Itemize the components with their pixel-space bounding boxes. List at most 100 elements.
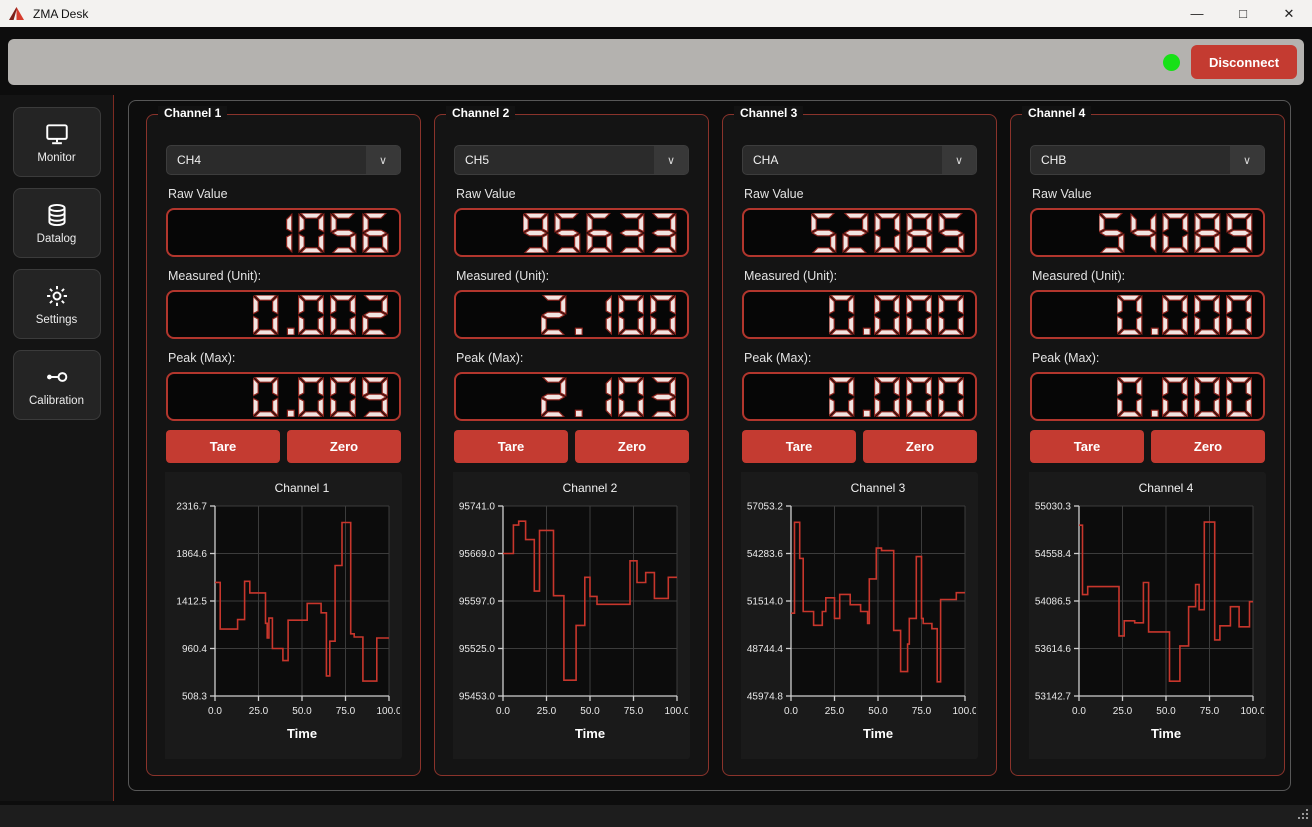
svg-text:50.0: 50.0 <box>580 706 600 717</box>
connection-status-indicator <box>1163 53 1180 71</box>
sidebar-item-monitor[interactable]: Monitor <box>12 107 101 177</box>
app-logo-icon <box>9 7 24 20</box>
channel-4-input-select[interactable]: CHB ∨ <box>1030 145 1265 175</box>
window-controls: — □ ✕ <box>1174 0 1312 27</box>
chevron-down-icon[interactable]: ∨ <box>941 146 976 174</box>
measured-label: Measured (Unit): <box>744 269 838 283</box>
svg-text:48744.4: 48744.4 <box>747 644 784 655</box>
svg-text:50.0: 50.0 <box>292 706 312 717</box>
peak-label: Peak (Max): <box>1032 351 1100 365</box>
svg-text:Channel 1: Channel 1 <box>275 481 330 495</box>
svg-text:75.0: 75.0 <box>912 706 932 717</box>
svg-text:55030.3: 55030.3 <box>1035 502 1072 513</box>
svg-text:0.0: 0.0 <box>1072 706 1086 717</box>
tare-button[interactable]: Tare <box>742 430 856 463</box>
peak-value-display <box>454 372 689 421</box>
tare-button[interactable]: Tare <box>454 430 568 463</box>
window-bottom-strip <box>0 805 1312 827</box>
selected-input-value: CHB <box>1041 153 1067 167</box>
raw-value-label: Raw Value <box>1032 187 1092 201</box>
peak-label: Peak (Max): <box>456 351 524 365</box>
svg-text:25.0: 25.0 <box>1113 706 1133 717</box>
svg-text:Channel 2: Channel 2 <box>563 481 618 495</box>
channel-3-panel: Channel 3 CHA ∨ Raw Value Measured (Unit… <box>722 106 997 776</box>
peak-label: Peak (Max): <box>168 351 236 365</box>
sidebar-item-label: Settings <box>35 314 78 326</box>
svg-text:50.0: 50.0 <box>868 706 888 717</box>
zero-button[interactable]: Zero <box>863 430 977 463</box>
svg-text:75.0: 75.0 <box>624 706 644 717</box>
minimize-button[interactable]: — <box>1190 6 1204 21</box>
svg-text:95669.0: 95669.0 <box>459 549 496 560</box>
channel-2-input-select[interactable]: CH5 ∨ <box>454 145 689 175</box>
channel-2-chart: 95453.0 95525.0 95597.0 95669.0 95741.0 0.0 25… <box>453 472 690 759</box>
raw-value-display <box>1030 208 1265 257</box>
tare-button[interactable]: Tare <box>166 430 280 463</box>
svg-text:25.0: 25.0 <box>537 706 557 717</box>
svg-text:1412.5: 1412.5 <box>176 597 207 608</box>
svg-text:75.0: 75.0 <box>1200 706 1220 717</box>
svg-text:0.0: 0.0 <box>784 706 798 717</box>
svg-text:Channel 4: Channel 4 <box>1139 481 1194 495</box>
raw-value-display <box>166 208 401 257</box>
svg-text:95741.0: 95741.0 <box>459 502 496 513</box>
sidebar-item-label: Calibration <box>29 395 84 407</box>
svg-text:Time: Time <box>287 726 317 741</box>
peak-value-display <box>166 372 401 421</box>
sidebar: Monitor Datalog Settings <box>0 95 114 801</box>
resize-grip[interactable] <box>1297 807 1309 825</box>
raw-value-label: Raw Value <box>456 187 516 201</box>
channel-panel-title: Channel 1 <box>158 106 228 120</box>
zero-button[interactable]: Zero <box>1151 430 1265 463</box>
measured-label: Measured (Unit): <box>1032 269 1126 283</box>
raw-value-display <box>454 208 689 257</box>
svg-text:0.0: 0.0 <box>496 706 510 717</box>
svg-text:53614.6: 53614.6 <box>1035 644 1072 655</box>
svg-text:57053.2: 57053.2 <box>747 502 784 513</box>
channel-1-input-select[interactable]: CH4 ∨ <box>166 145 401 175</box>
svg-text:508.3: 508.3 <box>182 692 207 703</box>
gear-icon <box>44 282 70 310</box>
raw-value-label: Raw Value <box>168 187 228 201</box>
chevron-down-icon[interactable]: ∨ <box>365 146 400 174</box>
disconnect-button[interactable]: Disconnect <box>1191 45 1297 79</box>
svg-text:50.0: 50.0 <box>1156 706 1176 717</box>
svg-text:45974.8: 45974.8 <box>747 692 784 703</box>
sidebar-item-datalog[interactable]: Datalog <box>12 188 101 258</box>
measured-value-display <box>166 290 401 339</box>
channel-1-chart: 508.3 960.4 1412.5 1864.6 2316.7 0.0 25.0 50.0 7… <box>165 472 402 759</box>
svg-text:54283.6: 54283.6 <box>747 549 784 560</box>
svg-text:100.0: 100.0 <box>664 706 688 717</box>
zero-button[interactable]: Zero <box>575 430 689 463</box>
measured-label: Measured (Unit): <box>168 269 262 283</box>
channel-panel-title: Channel 4 <box>1022 106 1092 120</box>
zero-button[interactable]: Zero <box>287 430 401 463</box>
chevron-down-icon[interactable]: ∨ <box>653 146 688 174</box>
selected-input-value: CH4 <box>177 153 202 167</box>
svg-text:25.0: 25.0 <box>249 706 269 717</box>
channel-panel-title: Channel 2 <box>446 106 516 120</box>
raw-value-label: Raw Value <box>744 187 804 201</box>
maximize-button[interactable]: □ <box>1239 6 1247 21</box>
selected-input-value: CH5 <box>465 153 490 167</box>
peak-value-display <box>1030 372 1265 421</box>
chevron-down-icon[interactable]: ∨ <box>1229 146 1264 174</box>
channel-panel-title: Channel 3 <box>734 106 804 120</box>
peak-value-display <box>742 372 977 421</box>
svg-text:Time: Time <box>1151 726 1181 741</box>
tare-button[interactable]: Tare <box>1030 430 1144 463</box>
sidebar-item-calibration[interactable]: Calibration <box>12 350 101 420</box>
svg-text:100.0: 100.0 <box>376 706 400 717</box>
close-button[interactable]: ✕ <box>1283 5 1295 21</box>
svg-text:2316.7: 2316.7 <box>176 502 207 513</box>
channel-2-panel: Channel 2 CH5 ∨ Raw Value Measured (Unit… <box>434 106 709 776</box>
raw-value-display <box>742 208 977 257</box>
app-title: ZMA Desk <box>33 6 89 21</box>
measured-value-display <box>742 290 977 339</box>
monitor-icon <box>44 120 70 148</box>
channel-3-input-select[interactable]: CHA ∨ <box>742 145 977 175</box>
channel-3-chart: 45974.8 48744.4 51514.0 54283.6 57053.2 0.0 25… <box>741 472 978 759</box>
measured-value-display <box>1030 290 1265 339</box>
sidebar-item-settings[interactable]: Settings <box>12 269 101 339</box>
svg-text:960.4: 960.4 <box>182 644 207 655</box>
